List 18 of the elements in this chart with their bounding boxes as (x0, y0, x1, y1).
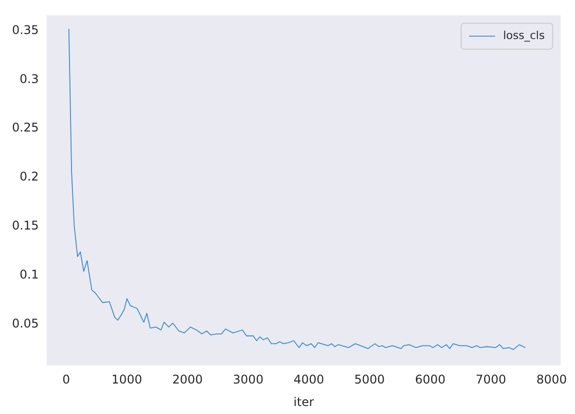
x-tick-label: 5000 (354, 372, 385, 387)
x-tick-label: 1000 (112, 372, 142, 387)
x-tick-label: 2000 (172, 372, 203, 387)
legend-label: loss_cls (503, 29, 545, 42)
x-tick-label: 3000 (232, 372, 264, 387)
y-tick-label: 0.35 (12, 22, 39, 37)
x-axis-title: iter (294, 394, 314, 409)
y-tick-label: 0.2 (20, 170, 39, 184)
x-tick-label: 8000 (536, 372, 567, 387)
y-tick-label: 0.3 (20, 72, 39, 86)
x-tick-label: 0 (62, 372, 70, 387)
y-tick-label: 0.25 (12, 120, 39, 135)
x-tick-label: 6000 (414, 372, 446, 387)
y-tick-label: 0.15 (12, 218, 39, 232)
y-tick-label: 0.1 (20, 267, 39, 282)
y-tick-label: 0.05 (12, 316, 39, 330)
x-tick-label: 7000 (476, 372, 506, 387)
x-tick-label: 4000 (294, 372, 324, 387)
